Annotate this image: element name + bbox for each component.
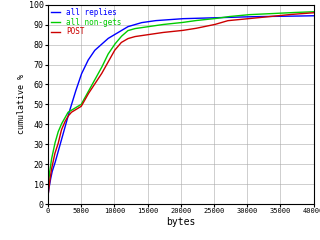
all non-gets: [219, 16, 223, 19]
all replies: [264, 15, 268, 18]
Line: all non-gets: all non-gets: [48, 12, 314, 188]
all replies: [244, 15, 248, 18]
all non-gets: [148, 25, 151, 28]
all non-gets: [312, 10, 316, 13]
all replies: [46, 195, 50, 198]
all non-gets: [264, 12, 268, 15]
Y-axis label: cumulative %: cumulative %: [17, 74, 26, 134]
all replies: [94, 48, 98, 50]
POST: [205, 25, 209, 28]
POST: [94, 80, 98, 83]
POST: [312, 11, 316, 14]
all non-gets: [46, 187, 50, 190]
all replies: [205, 17, 209, 19]
X-axis label: bytes: bytes: [166, 217, 196, 227]
Line: POST: POST: [48, 13, 314, 196]
all non-gets: [244, 13, 248, 16]
all replies: [148, 20, 151, 23]
all replies: [312, 14, 316, 17]
Line: all replies: all replies: [48, 16, 314, 196]
POST: [219, 21, 223, 24]
POST: [244, 18, 248, 20]
all non-gets: [94, 76, 98, 79]
POST: [264, 15, 268, 18]
all replies: [219, 16, 223, 19]
Legend: all replies, all non-gets, POST: all replies, all non-gets, POST: [50, 7, 123, 37]
POST: [148, 33, 151, 36]
all non-gets: [205, 18, 209, 21]
POST: [46, 195, 50, 198]
